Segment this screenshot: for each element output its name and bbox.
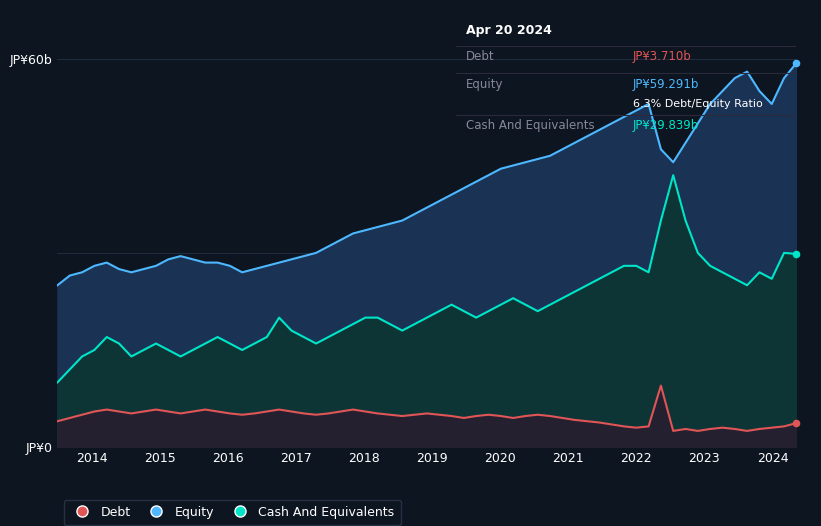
Text: Debt: Debt: [466, 50, 494, 63]
Legend: Debt, Equity, Cash And Equivalents: Debt, Equity, Cash And Equivalents: [64, 500, 401, 525]
Text: JP¥29.839b: JP¥29.839b: [633, 119, 699, 132]
Text: Cash And Equivalents: Cash And Equivalents: [466, 119, 594, 132]
Text: JP¥3.710b: JP¥3.710b: [633, 50, 691, 63]
Point: [790, 419, 803, 427]
Point: [790, 250, 803, 258]
Text: Apr 20 2024: Apr 20 2024: [466, 24, 552, 37]
Text: 6.3% Debt/Equity Ratio: 6.3% Debt/Equity Ratio: [633, 99, 763, 109]
Text: JP¥59.291b: JP¥59.291b: [633, 78, 699, 90]
Point: [790, 59, 803, 67]
Text: Equity: Equity: [466, 78, 503, 90]
